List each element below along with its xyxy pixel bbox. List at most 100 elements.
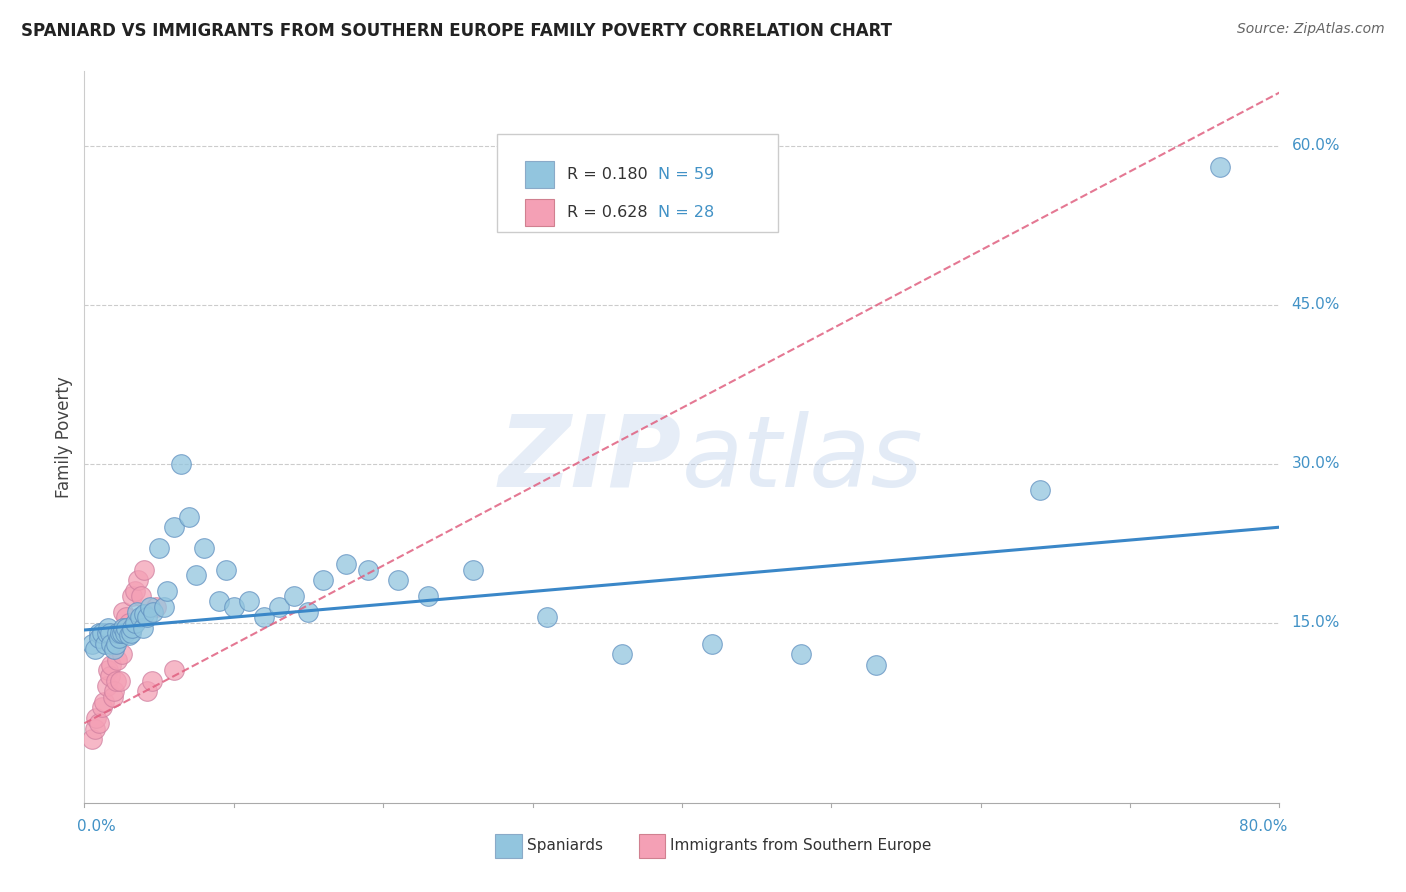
Point	[91, 626, 114, 640]
Text: 30.0%: 30.0%	[1292, 456, 1340, 471]
Point	[83, 722, 105, 736]
Text: 80.0%: 80.0%	[1239, 819, 1286, 834]
Point	[177, 509, 200, 524]
Point	[155, 583, 177, 598]
Point	[124, 615, 146, 630]
Text: Immigrants from Southern Europe: Immigrants from Southern Europe	[671, 838, 931, 854]
Point	[96, 626, 118, 640]
Point	[865, 658, 887, 673]
Point	[89, 626, 111, 640]
Point	[103, 684, 125, 698]
Point	[612, 648, 634, 662]
Point	[136, 684, 159, 698]
Point	[139, 599, 162, 614]
FancyBboxPatch shape	[495, 833, 522, 858]
Point	[129, 589, 152, 603]
Point	[101, 690, 124, 704]
Text: 60.0%: 60.0%	[1292, 138, 1340, 153]
Text: R = 0.628: R = 0.628	[567, 205, 648, 219]
Point	[83, 642, 105, 657]
Point	[136, 610, 159, 624]
Point	[94, 637, 117, 651]
Text: Source: ZipAtlas.com: Source: ZipAtlas.com	[1237, 22, 1385, 37]
Text: atlas: atlas	[682, 410, 924, 508]
Point	[536, 610, 558, 624]
Point	[93, 695, 115, 709]
Point	[297, 605, 319, 619]
Y-axis label: Family Poverty: Family Poverty	[55, 376, 73, 498]
Point	[145, 599, 167, 614]
Point	[141, 673, 163, 688]
Point	[238, 594, 260, 608]
Point	[131, 621, 153, 635]
Point	[461, 563, 484, 577]
Point	[152, 599, 174, 614]
Point	[98, 626, 121, 640]
Point	[111, 648, 134, 662]
Point	[100, 637, 122, 651]
Point	[112, 605, 135, 619]
Point	[357, 563, 380, 577]
Text: 0.0%: 0.0%	[77, 819, 115, 834]
Point	[110, 626, 132, 640]
Point	[110, 673, 132, 688]
Point	[118, 628, 141, 642]
Point	[124, 583, 146, 598]
Point	[80, 637, 103, 651]
Point	[125, 605, 148, 619]
Point	[104, 637, 127, 651]
Point	[170, 457, 193, 471]
Text: SPANIARD VS IMMIGRANTS FROM SOUTHERN EUROPE FAMILY POVERTY CORRELATION CHART: SPANIARD VS IMMIGRANTS FROM SOUTHERN EUR…	[21, 22, 891, 40]
Point	[148, 541, 170, 556]
Point	[115, 621, 138, 635]
Point	[163, 520, 186, 534]
Point	[387, 573, 409, 587]
Point	[312, 573, 335, 587]
Point	[107, 632, 129, 646]
Point	[121, 621, 143, 635]
Point	[103, 642, 125, 657]
Point	[132, 607, 156, 621]
Point	[335, 558, 357, 572]
Point	[86, 711, 108, 725]
Point	[283, 589, 305, 603]
Point	[121, 589, 143, 603]
Point	[127, 573, 149, 587]
Point	[112, 621, 135, 635]
Point	[100, 658, 122, 673]
Point	[111, 626, 134, 640]
Point	[104, 673, 127, 688]
Point	[215, 563, 238, 577]
Text: ZIP: ZIP	[499, 410, 682, 508]
Point	[91, 700, 114, 714]
Point	[128, 610, 150, 624]
Point	[120, 626, 142, 640]
Point	[132, 563, 156, 577]
Point	[97, 621, 120, 635]
Text: Spaniards: Spaniards	[527, 838, 603, 854]
FancyBboxPatch shape	[496, 134, 778, 232]
Point	[89, 632, 111, 646]
Text: N = 59: N = 59	[658, 167, 714, 182]
Point	[1029, 483, 1052, 497]
Text: 15.0%: 15.0%	[1292, 615, 1340, 630]
Point	[105, 626, 128, 640]
Point	[193, 541, 215, 556]
Point	[118, 615, 141, 630]
Text: R = 0.180: R = 0.180	[567, 167, 648, 182]
Text: N = 28: N = 28	[658, 205, 714, 219]
Point	[89, 716, 111, 731]
Text: 45.0%: 45.0%	[1292, 297, 1340, 312]
Point	[416, 589, 439, 603]
FancyBboxPatch shape	[526, 161, 554, 188]
FancyBboxPatch shape	[638, 833, 665, 858]
Point	[253, 610, 276, 624]
Point	[700, 637, 723, 651]
Point	[1209, 160, 1232, 174]
Point	[186, 567, 208, 582]
Point	[163, 663, 186, 677]
FancyBboxPatch shape	[526, 199, 554, 226]
Point	[790, 648, 813, 662]
Point	[97, 663, 120, 677]
Point	[98, 668, 121, 682]
